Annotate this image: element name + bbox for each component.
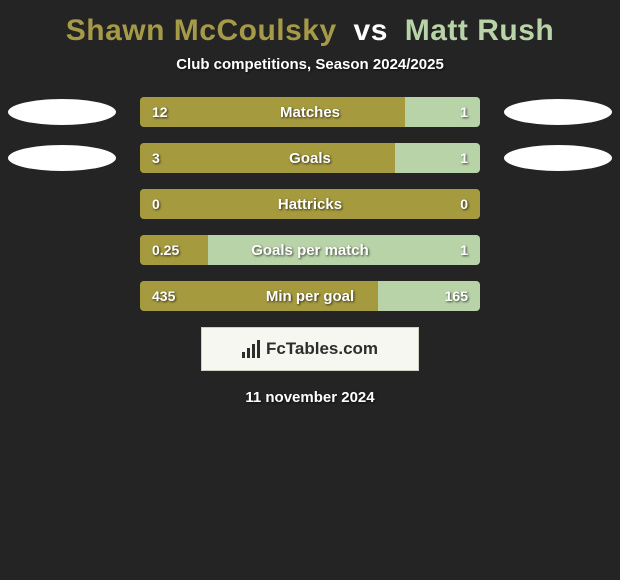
stat-bar: 121Matches	[140, 97, 480, 127]
stat-row: 435165Min per goal	[0, 281, 620, 311]
player2-badge-oval	[504, 99, 612, 125]
subtitle: Club competitions, Season 2024/2025	[0, 56, 620, 73]
page-title: Shawn McCoulsky vs Matt Rush	[0, 0, 620, 56]
stat-bar-left	[140, 235, 208, 265]
stat-bar-right	[405, 97, 480, 127]
stat-bar-right	[208, 235, 480, 265]
stat-bar-right	[378, 281, 480, 311]
stat-row: 0.251Goals per match	[0, 235, 620, 265]
stat-row: 31Goals	[0, 143, 620, 173]
stat-bar-left	[140, 143, 395, 173]
stat-bar: 0.251Goals per match	[140, 235, 480, 265]
source-logo-text: FcTables.com	[266, 339, 378, 359]
player1-badge-oval	[8, 99, 116, 125]
chart-icon	[242, 340, 260, 358]
stat-bar-left	[140, 189, 480, 219]
player2-badge-oval	[504, 145, 612, 171]
stats-comparison-chart: 121Matches 31Goals 00Hattricks 0.251Goals p…	[0, 97, 620, 311]
stat-bar-right	[395, 143, 480, 173]
player1-name: Shawn McCoulsky	[66, 14, 337, 47]
stat-row: 00Hattricks	[0, 189, 620, 219]
stat-row: 121Matches	[0, 97, 620, 127]
stat-bar: 31Goals	[140, 143, 480, 173]
vs-label: vs	[354, 14, 388, 47]
player2-name: Matt Rush	[405, 14, 555, 47]
player1-badge-oval	[8, 145, 116, 171]
stat-bar: 435165Min per goal	[140, 281, 480, 311]
source-logo-badge: FcTables.com	[201, 327, 419, 371]
stat-bar: 00Hattricks	[140, 189, 480, 219]
stat-bar-left	[140, 281, 378, 311]
stat-bar-left	[140, 97, 405, 127]
snapshot-date: 11 november 2024	[0, 389, 620, 406]
